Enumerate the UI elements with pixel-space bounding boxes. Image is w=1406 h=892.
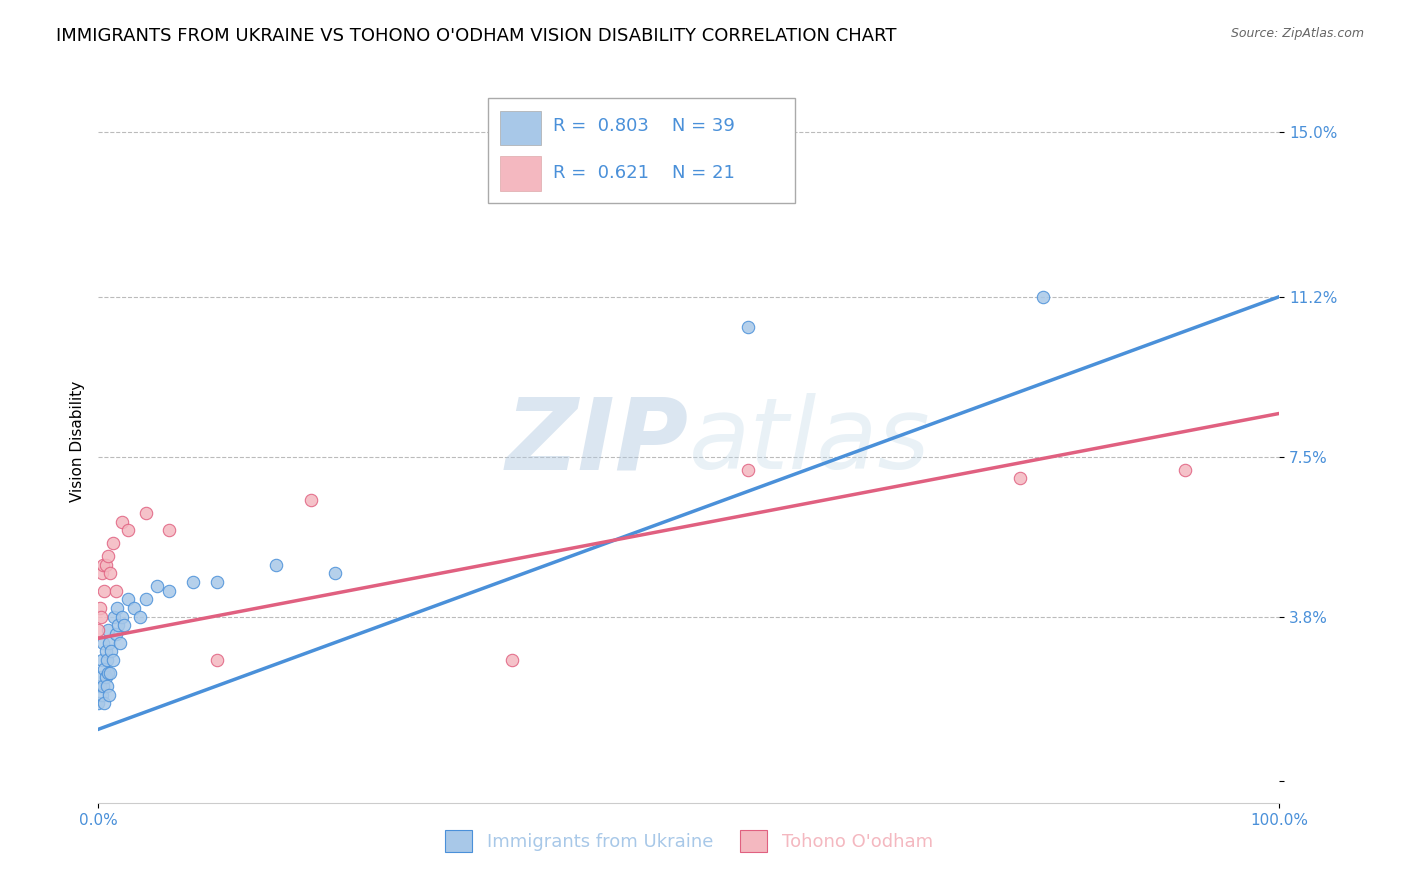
Point	[135, 592, 157, 607]
FancyBboxPatch shape	[488, 98, 796, 203]
Text: IMMIGRANTS FROM UKRAINE VS TOHONO O'ODHAM VISION DISABILITY CORRELATION CHART: IMMIGRANTS FROM UKRAINE VS TOHONO O'ODHA…	[56, 27, 897, 45]
Point	[737, 319, 759, 334]
Point	[128, 609, 150, 624]
Point	[101, 536, 124, 550]
Point	[98, 566, 121, 581]
Point	[111, 515, 134, 529]
Text: atlas: atlas	[689, 393, 931, 490]
Point	[93, 696, 115, 710]
Point	[97, 549, 120, 564]
Point	[90, 670, 112, 684]
Point	[91, 558, 114, 572]
Point	[87, 623, 110, 637]
Point	[93, 583, 115, 598]
Point	[299, 492, 322, 507]
Point	[93, 662, 115, 676]
Point	[89, 679, 111, 693]
Text: Source: ZipAtlas.com: Source: ZipAtlas.com	[1230, 27, 1364, 40]
Text: R =  0.621    N = 21: R = 0.621 N = 21	[553, 164, 735, 182]
Point	[105, 627, 128, 641]
Point	[107, 618, 129, 632]
Point	[157, 583, 180, 598]
Point	[157, 523, 180, 537]
Y-axis label: Vision Disability: Vision Disability	[69, 381, 84, 502]
Legend: Immigrants from Ukraine, Tohono O'odham: Immigrants from Ukraine, Tohono O'odham	[437, 822, 941, 859]
Point	[91, 688, 114, 702]
Point	[264, 558, 287, 572]
Point	[94, 558, 117, 572]
FancyBboxPatch shape	[501, 156, 541, 191]
Point	[98, 688, 121, 702]
Point	[111, 609, 134, 624]
Point	[91, 636, 114, 650]
Text: ZIP: ZIP	[506, 393, 689, 490]
Point	[103, 609, 125, 624]
Point	[91, 653, 114, 667]
Point	[91, 679, 114, 693]
Point	[112, 618, 135, 632]
Point	[87, 696, 110, 710]
Point	[135, 506, 157, 520]
Point	[108, 636, 131, 650]
Point	[94, 670, 117, 684]
Point	[1008, 471, 1031, 485]
Point	[97, 665, 120, 680]
Point	[101, 653, 124, 667]
Point	[146, 579, 169, 593]
Point	[98, 636, 121, 650]
FancyBboxPatch shape	[501, 111, 541, 145]
Point	[97, 623, 120, 637]
Point	[96, 679, 118, 693]
Point	[181, 575, 204, 590]
Point	[96, 653, 118, 667]
Text: R =  0.803    N = 39: R = 0.803 N = 39	[553, 117, 735, 135]
Point	[91, 566, 114, 581]
Point	[94, 644, 117, 658]
Point	[205, 653, 228, 667]
Point	[1032, 290, 1054, 304]
Point	[100, 644, 122, 658]
Point	[98, 665, 121, 680]
Point	[205, 575, 228, 590]
Point	[90, 609, 112, 624]
Point	[105, 601, 128, 615]
Point	[737, 463, 759, 477]
Point	[323, 566, 346, 581]
Point	[89, 601, 111, 615]
Point	[117, 523, 139, 537]
Point	[1174, 463, 1197, 477]
Point	[117, 592, 139, 607]
Point	[105, 583, 128, 598]
Point	[122, 601, 145, 615]
Point	[501, 653, 523, 667]
